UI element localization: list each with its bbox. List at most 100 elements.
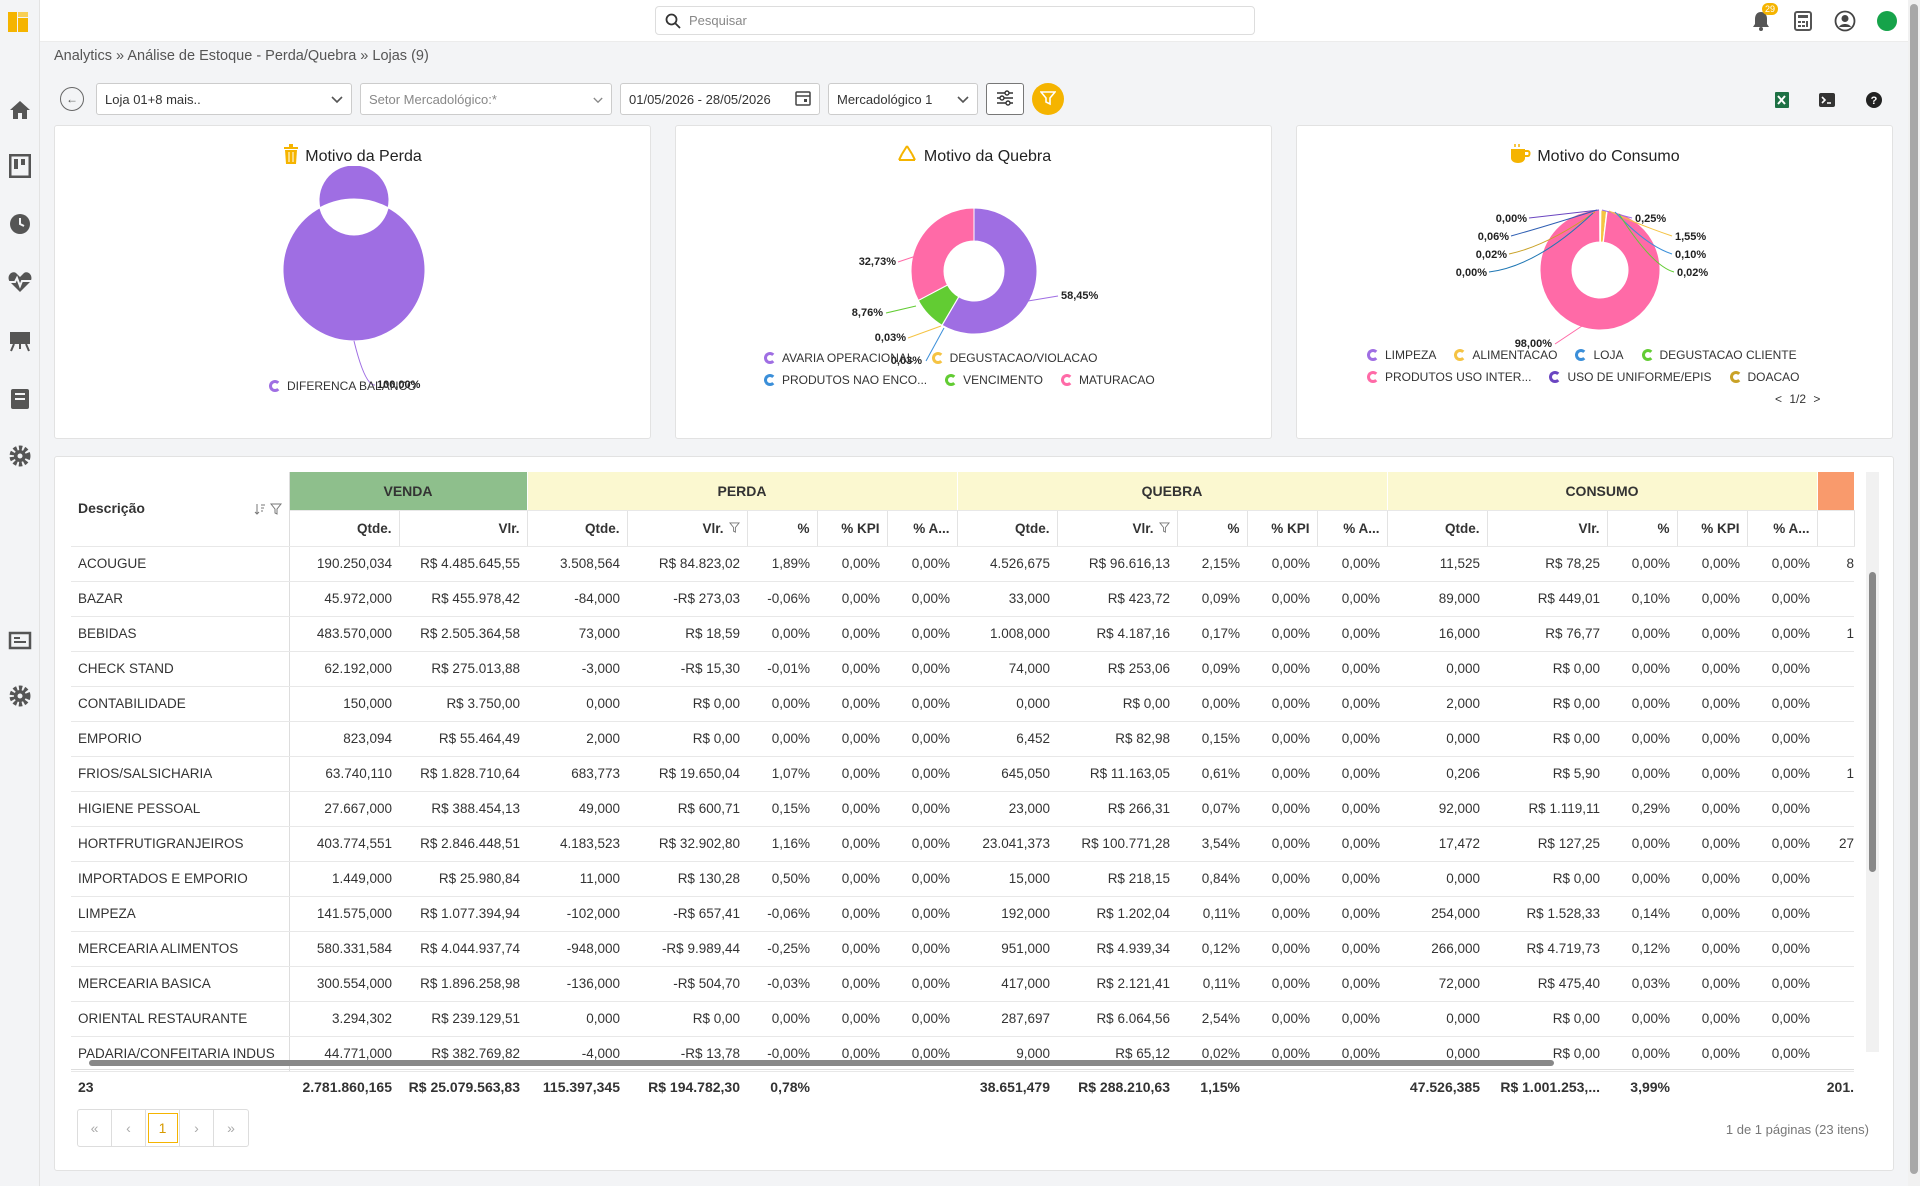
column-header[interactable]: Qtde.	[289, 510, 400, 547]
app-logo[interactable]	[6, 8, 32, 36]
legend-prev-arrow[interactable]: <	[1775, 392, 1783, 406]
column-header[interactable]: Qtde.	[527, 510, 628, 547]
cell: 0,07%	[1177, 791, 1247, 827]
table-row[interactable]: BEBIDAS 483.570,000 R$ 2.505.364,58 73,000 R…	[71, 616, 1854, 652]
legend-item[interactable]: USO DE UNIFORME/EPIS	[1549, 370, 1712, 384]
table-row[interactable]: LIMPEZA 141.575,000 R$ 1.077.394,94 -102,00…	[71, 896, 1854, 932]
table-row[interactable]: ACOUGUE 190.250,034 R$ 4.485.645,55 3.508,5…	[71, 546, 1854, 582]
cell: 0,00%	[747, 686, 817, 722]
legend-item[interactable]: PRODUTOS NAO ENCO...	[764, 373, 927, 387]
column-settings-button[interactable]	[986, 83, 1024, 115]
next-page-button[interactable]: ›	[180, 1110, 214, 1146]
settings-gear-icon[interactable]	[6, 442, 34, 470]
column-header[interactable]: Vlr.	[1057, 510, 1178, 547]
leader-line-1	[907, 325, 942, 339]
legend-item[interactable]: PRODUTOS USO INTER...	[1367, 370, 1531, 384]
column-header[interactable]: % KPI	[1677, 510, 1748, 547]
calendar-icon[interactable]	[795, 90, 811, 109]
page-scrollbar[interactable]	[1908, 0, 1920, 1186]
column-header[interactable]: %	[747, 510, 818, 547]
table-row[interactable]: HIGIENE PESSOAL 27.667,000 R$ 388.454,13 49…	[71, 791, 1854, 827]
table-row[interactable]: EMPORIO 823,094 R$ 55.464,49 2,000 R$ 0,00 0,…	[71, 721, 1854, 757]
legend-item[interactable]: DEGUSTACAO/VIOLACAO	[931, 351, 1097, 365]
column-header[interactable]: Qtde.	[957, 510, 1058, 547]
cell: 0,00%	[817, 616, 887, 652]
column-header[interactable]: Qtde.	[1387, 510, 1488, 547]
chevron-down-icon	[331, 92, 343, 107]
last-page-button[interactable]: »	[227, 1120, 235, 1136]
legend-item[interactable]: LIMPEZA	[1367, 348, 1436, 362]
help-icon[interactable]: ?	[1862, 88, 1886, 112]
table-row[interactable]: BAZAR 45.972,000 R$ 455.978,42 -84,000 -R$ 2…	[71, 581, 1854, 617]
table-row[interactable]: HORTFRUTIGRANJEIROS 403.774,551 R$ 2.846.4…	[71, 826, 1854, 862]
apply-filter-button[interactable]	[1032, 83, 1064, 115]
loja-select[interactable]: Loja 01+8 mais..	[96, 83, 352, 115]
column-header[interactable]: % A...	[887, 510, 958, 547]
column-header[interactable]: Vlr.	[1487, 510, 1608, 547]
table-row[interactable]: CONTABILIDADE 150,000 R$ 3.750,00 0,000 R$ 0…	[71, 686, 1854, 722]
excel-export-icon[interactable]	[1770, 88, 1794, 112]
table-row[interactable]: MERCEARIA BASICA 300.554,000 R$ 1.896.258,…	[71, 966, 1854, 1002]
group-header-venda: VENDA	[289, 472, 528, 511]
table-row[interactable]: CHECK STAND 62.192,000 R$ 275.013,88 -3,000…	[71, 651, 1854, 687]
mercadologico-level-select[interactable]: Mercadológico 1	[828, 83, 978, 115]
vertical-scrollbar[interactable]	[1866, 472, 1879, 1052]
filter-funnel-icon[interactable]	[269, 502, 282, 518]
horizontal-scroll-thumb[interactable]	[89, 1060, 1554, 1066]
back-arrow-icon[interactable]: ←	[60, 87, 84, 111]
cell: 0,00%	[1607, 861, 1677, 897]
legend-next-arrow[interactable]: >	[1813, 392, 1821, 406]
description-column-header[interactable]: Descrição	[71, 472, 290, 547]
cell: 0,00%	[1317, 966, 1387, 1002]
search-box[interactable]	[655, 6, 1255, 35]
table-row[interactable]: FRIOS/SALSICHARIA 63.740,110 R$ 1.828.710,…	[71, 756, 1854, 792]
user-avatar-icon[interactable]	[1832, 8, 1858, 34]
page-button-1[interactable]: 1	[146, 1110, 180, 1146]
search-input[interactable]	[689, 13, 1229, 28]
terminal-icon[interactable]	[1815, 88, 1839, 112]
column-header[interactable]: Vlr.	[627, 510, 748, 547]
first-page-button[interactable]: «	[78, 1110, 112, 1146]
book-icon[interactable]	[6, 385, 34, 413]
column-header[interactable]: % KPI	[817, 510, 888, 547]
legend-item[interactable]: MATURACAO	[1060, 373, 1155, 387]
column-header[interactable]: Vlr.	[399, 510, 528, 547]
kanban-icon[interactable]	[6, 152, 34, 180]
presentation-icon[interactable]	[6, 327, 34, 355]
column-header[interactable]: % A...	[1317, 510, 1388, 547]
setor-mercadologico-select[interactable]: Setor Mercadológico:*	[360, 83, 612, 115]
horizontal-scrollbar[interactable]	[71, 1057, 1864, 1069]
legend-item[interactable]: ALIMENTACAO	[1454, 348, 1557, 362]
data-table: Descrição VENDA PERDA QUEBRA CONSUMO Qtd…	[71, 472, 1855, 1072]
vertical-scroll-thumb[interactable]	[1869, 572, 1876, 872]
column-header[interactable]: % A...	[1747, 510, 1818, 547]
table-row[interactable]: ORIENTAL RESTAURANTE 3.294,302 R$ 239.129,…	[71, 1001, 1854, 1037]
column-header[interactable]: %	[1607, 510, 1678, 547]
table-row[interactable]: MERCEARIA ALIMENTOS 580.331,584 R$ 4.044.9…	[71, 931, 1854, 967]
table-row[interactable]: IMPORTADOS E EMPORIO 1.449,000 R$ 25.980,8…	[71, 861, 1854, 897]
home-icon[interactable]	[6, 96, 34, 124]
legend-item[interactable]: DOACAO	[1729, 370, 1800, 384]
cell: 0,00%	[887, 826, 957, 862]
legend-item[interactable]: DEGUSTACAO CLIENTE	[1641, 348, 1797, 362]
legend-item[interactable]: AVARIA OPERACIONAL	[764, 351, 914, 365]
clock-icon[interactable]	[6, 210, 34, 238]
heartbeat-icon[interactable]	[6, 268, 34, 296]
online-status-indicator[interactable]	[1874, 8, 1900, 34]
filter-funnel-icon[interactable]	[724, 521, 740, 536]
date-range-picker[interactable]: 01/05/2026 - 28/05/2026	[620, 83, 820, 115]
sort-icon[interactable]	[254, 502, 266, 518]
notifications-bell-icon[interactable]: 29	[1748, 3, 1778, 34]
prev-page-button[interactable]: ‹	[112, 1110, 146, 1146]
column-header[interactable]: %	[1177, 510, 1248, 547]
cell: 0,12%	[1177, 931, 1247, 967]
filter-funnel-icon[interactable]	[1154, 521, 1170, 536]
config-gear-icon[interactable]	[6, 682, 34, 710]
column-header[interactable]: % KPI	[1247, 510, 1318, 547]
calculator-icon[interactable]	[1790, 8, 1816, 34]
legend-item[interactable]: VENCIMENTO	[945, 373, 1043, 387]
legend-item[interactable]: DIFERENCA BALANCO	[269, 379, 416, 393]
legend-item[interactable]: LOJA	[1575, 348, 1624, 362]
page-scroll-thumb[interactable]	[1910, 4, 1918, 1174]
news-icon[interactable]	[6, 626, 34, 654]
